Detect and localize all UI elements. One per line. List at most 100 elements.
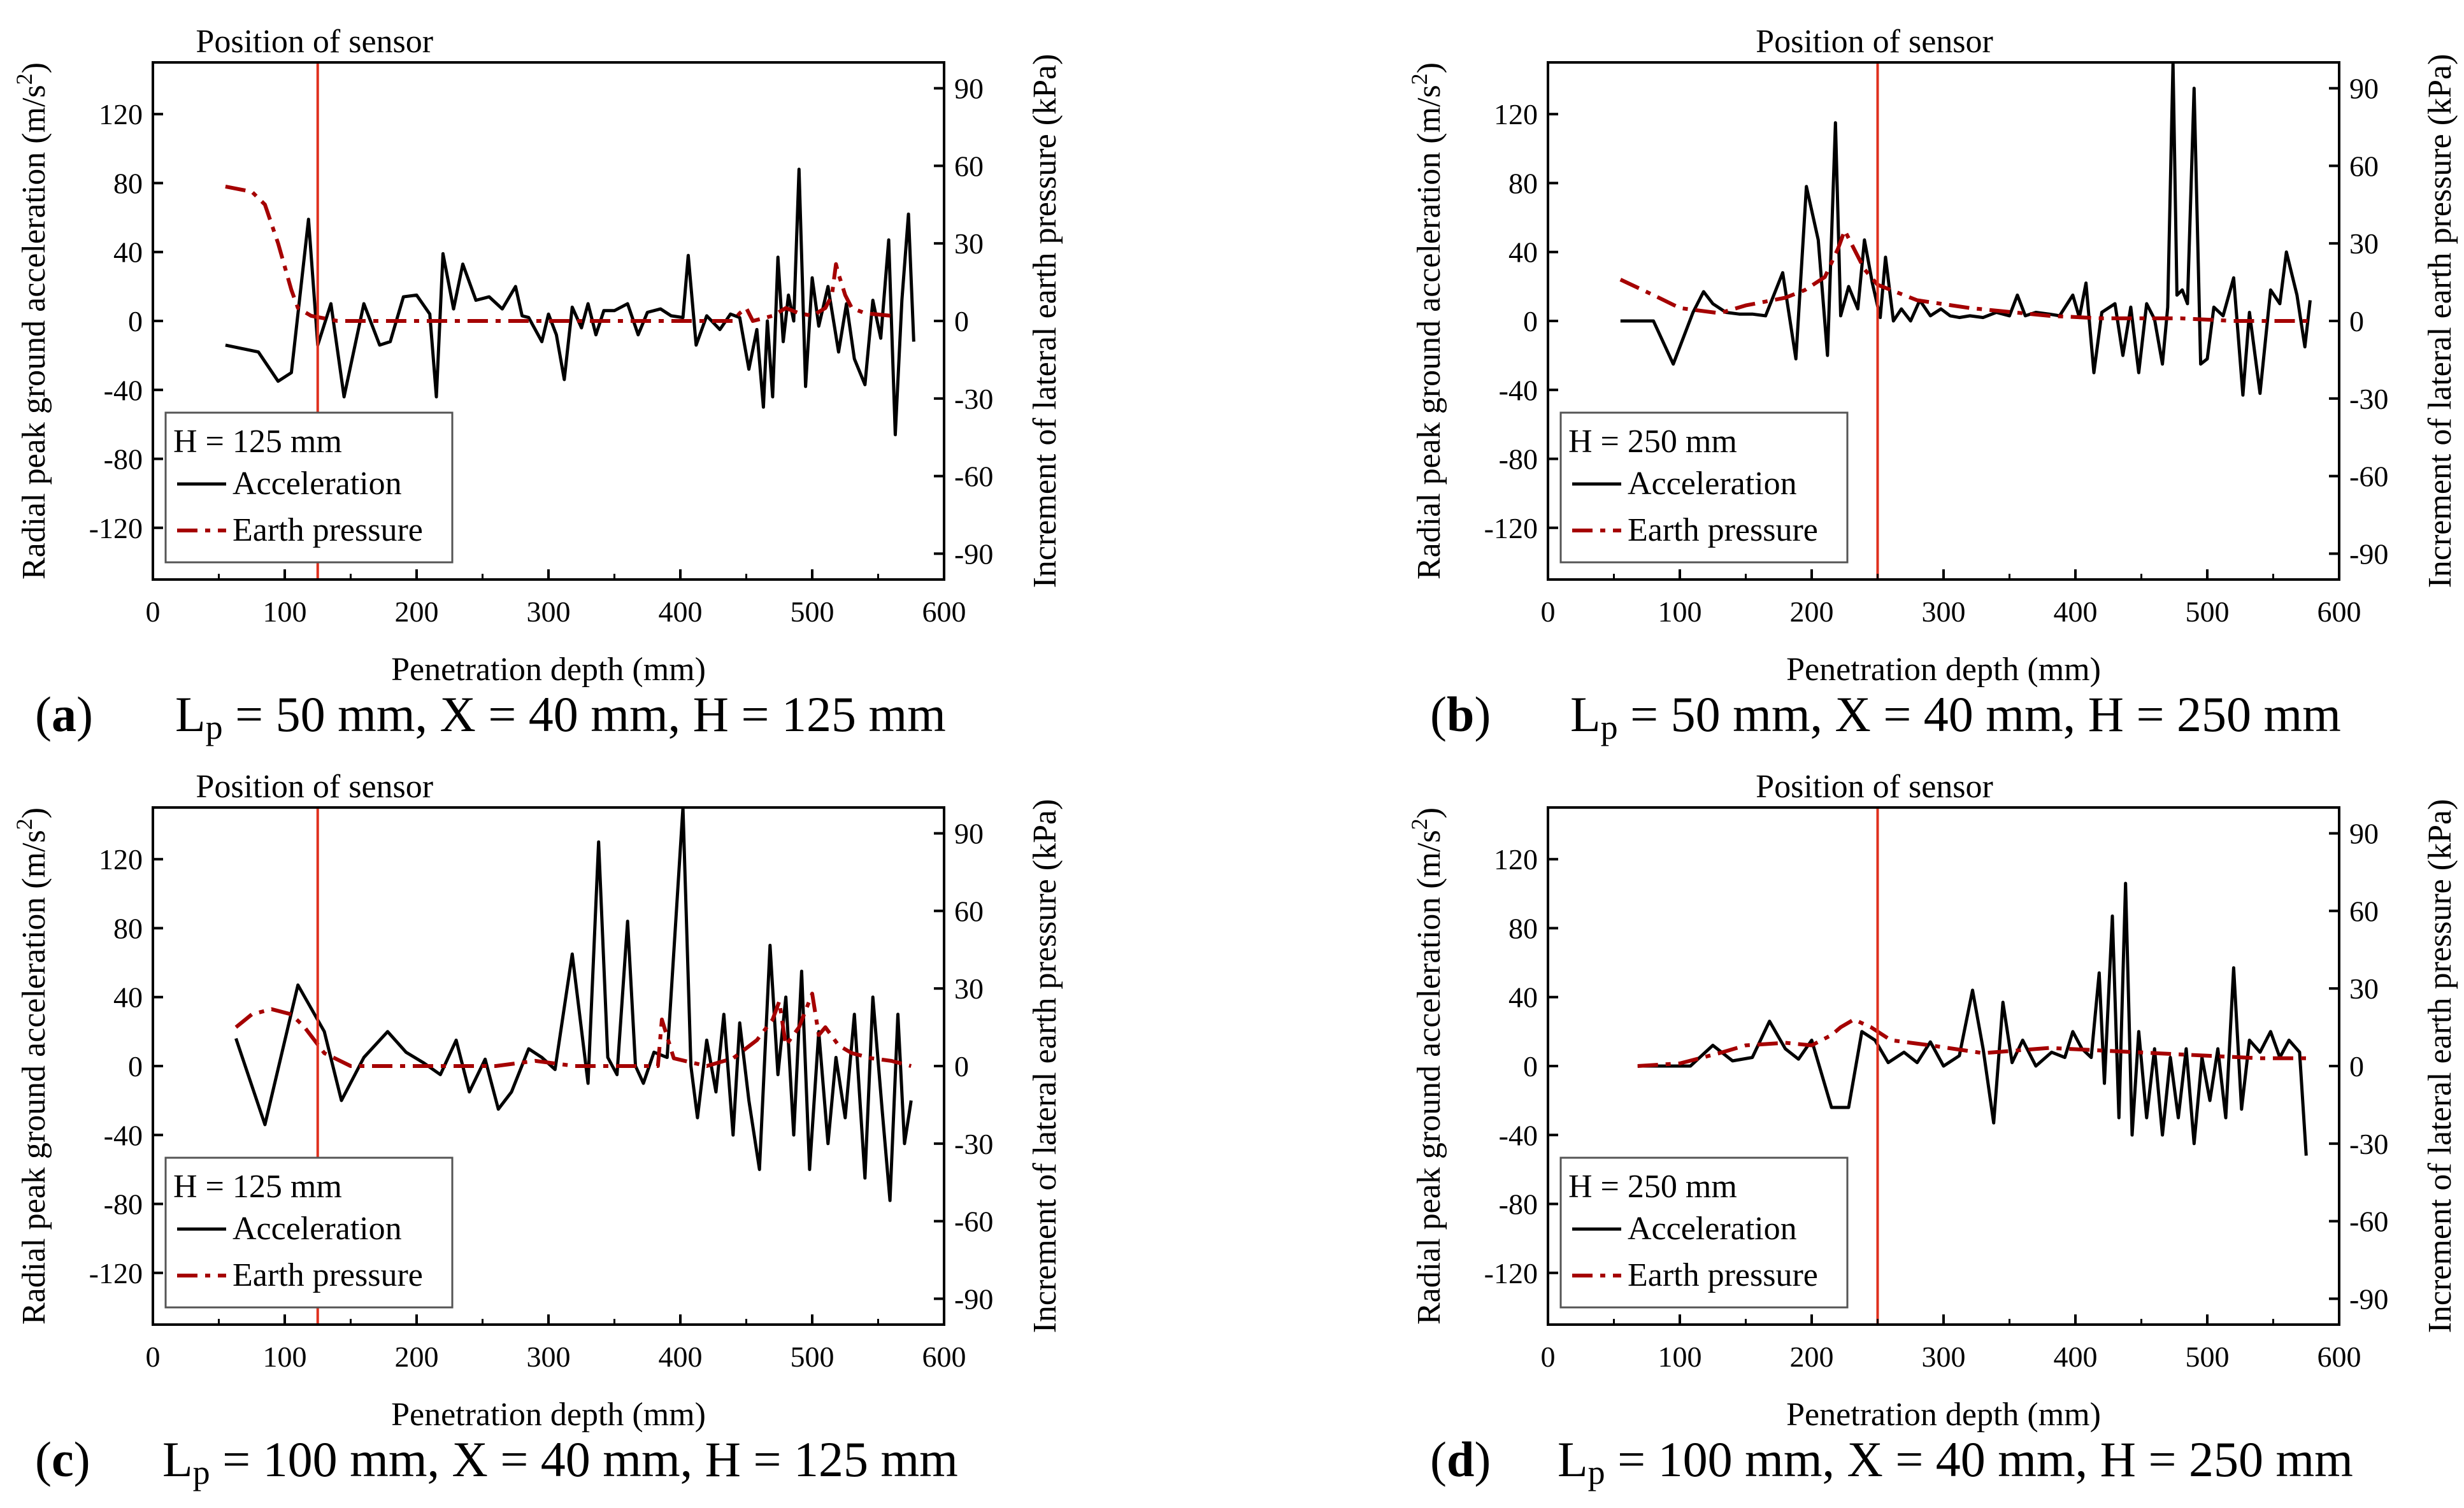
- plot-area: [1637, 881, 2308, 1156]
- x-tick-label: 500: [791, 595, 834, 628]
- y2-axis-label: Increment of lateral earth pressure (kPa…: [1027, 54, 1063, 588]
- caption-rest: = 100 mm, X = 40 mm, H = 250 mm: [1605, 1432, 2353, 1487]
- caption-subscript: p: [1588, 1453, 1605, 1491]
- y2-tick-label: 60: [954, 150, 984, 182]
- y2-tick-label: 30: [2349, 972, 2379, 1005]
- y-tick-label: 0: [128, 305, 143, 338]
- y-axis-label-end: ): [1411, 807, 1447, 818]
- y2-tick-label: 60: [954, 895, 984, 927]
- caption-rest: = 50 mm, X = 40 mm, H = 250 mm: [1618, 686, 2341, 742]
- y-tick-label: 0: [1523, 1050, 1538, 1083]
- x-tick-label: 500: [2186, 1341, 2230, 1373]
- y-axis-label-superscript: 2: [1407, 73, 1432, 85]
- caption-close-paren: ): [76, 686, 93, 742]
- x-tick-label: 400: [659, 595, 703, 628]
- plot-area: [1619, 62, 2312, 397]
- y2-tick-label: -90: [954, 1283, 993, 1315]
- x-tick-label: 400: [2054, 1341, 2098, 1373]
- y-axis-label-end: ): [1411, 62, 1447, 73]
- y-tick-label: -40: [1499, 374, 1538, 406]
- x-tick-label: 200: [395, 1341, 439, 1373]
- y-tick-label: 120: [1494, 843, 1538, 876]
- x-tick-label: 600: [922, 595, 966, 628]
- y-axis-label-main: Radial peak ground acceleration (m/s: [16, 830, 52, 1325]
- caption-close-paren: ): [1474, 1432, 1491, 1487]
- y-axis-label: Radial peak ground acceleration (m/s2): [11, 807, 52, 1325]
- legend-title: H = 125 mm: [173, 423, 342, 460]
- x-tick-label: 100: [1658, 595, 1702, 628]
- caption-prefix: L: [1570, 686, 1601, 742]
- legend-series-label: Earth pressure: [1628, 512, 1818, 548]
- legend-series-label: Earth pressure: [1628, 1257, 1818, 1293]
- y-tick-label: 120: [99, 843, 143, 876]
- y-tick-label: -120: [89, 1257, 143, 1290]
- earth-pressure-line: [1637, 1017, 2307, 1068]
- y-tick-label: 80: [1508, 167, 1538, 199]
- caption-subscript: p: [1601, 708, 1618, 746]
- y-axis-label-end: ): [16, 62, 52, 73]
- y2-tick-label: 30: [954, 972, 984, 1005]
- legend-box: [1559, 411, 1849, 564]
- panel-caption: Lp = 100 mm, X = 40 mm, H = 250 mm: [1558, 1432, 2353, 1491]
- sensor-annotation: Position of sensor: [196, 24, 433, 60]
- legend-title: H = 250 mm: [1568, 423, 1737, 460]
- y2-tick-label: 90: [954, 818, 984, 850]
- y-axis-label-superscript: 2: [11, 73, 37, 85]
- y-axis-label-main: Radial peak ground acceleration (m/s: [1411, 830, 1447, 1325]
- x-tick-label: 200: [395, 595, 439, 628]
- x-tick-label: 300: [1922, 595, 1966, 628]
- caption-letter: c: [52, 1432, 74, 1487]
- y-tick-label: -40: [104, 1119, 143, 1151]
- y-tick-label: -120: [1484, 1257, 1538, 1290]
- legend-series-label: Acceleration: [233, 466, 402, 502]
- x-tick-label: 0: [146, 1341, 161, 1373]
- x-tick-label: 600: [2317, 595, 2361, 628]
- y-axis-label-superscript: 2: [11, 818, 37, 830]
- legend-series-label: Earth pressure: [233, 512, 423, 548]
- x-axis-label: Penetration depth (mm): [1786, 1397, 2101, 1433]
- y2-tick-label: 0: [954, 1050, 969, 1083]
- x-tick-label: 100: [1658, 1341, 1702, 1373]
- x-tick-label: 100: [263, 595, 307, 628]
- panel-caption-letter: (c): [35, 1432, 90, 1487]
- legend-title: H = 250 mm: [1568, 1169, 1737, 1205]
- caption-open-paren: (: [1430, 1432, 1447, 1487]
- panel-caption-letter: (d): [1430, 1432, 1491, 1487]
- sensor-annotation: Position of sensor: [196, 769, 433, 805]
- y2-tick-label: -60: [954, 460, 993, 493]
- y-tick-label: 40: [1508, 236, 1538, 269]
- y2-tick-label: -30: [954, 383, 993, 415]
- y2-tick-label: 0: [954, 305, 969, 338]
- caption-subscript: p: [193, 1453, 210, 1491]
- caption-prefix: L: [1558, 1432, 1588, 1487]
- y-tick-label: -80: [104, 1188, 143, 1221]
- y-tick-label: 40: [1508, 981, 1538, 1014]
- chart-panel-c: 0 100 200 300 400 500 600-120-80-4004080120-90…: [11, 769, 1063, 1491]
- y-tick-label: 40: [113, 236, 143, 269]
- legend: H = 125 mm Acceleration Earth pressure: [164, 1156, 454, 1309]
- legend-series-label: Acceleration: [1628, 466, 1797, 502]
- x-tick-label: 0: [146, 595, 161, 628]
- x-axis-label: Penetration depth (mm): [1786, 651, 2101, 688]
- y2-tick-label: -90: [2349, 1283, 2388, 1315]
- y-tick-label: 80: [113, 167, 143, 199]
- caption-close-paren: ): [74, 1432, 90, 1487]
- y-tick-label: 40: [113, 981, 143, 1014]
- y-tick-label: -120: [1484, 512, 1538, 544]
- y-axis-label: Radial peak ground acceleration (m/s2): [1407, 62, 1447, 580]
- y-tick-label: -80: [1499, 1188, 1538, 1221]
- y-axis-label: Radial peak ground acceleration (m/s2): [1407, 807, 1447, 1325]
- y-tick-label: 120: [99, 98, 143, 131]
- chart-panel-b: 0 100 200 300 400 500 600-120-80-4004080120-90…: [1407, 24, 2458, 746]
- panel-caption: Lp = 50 mm, X = 40 mm, H = 250 mm: [1570, 686, 2341, 746]
- y-axis-label-main: Radial peak ground acceleration (m/s: [16, 85, 52, 580]
- legend: H = 250 mm Acceleration Earth pressure: [1559, 411, 1849, 564]
- x-tick-label: 600: [922, 1341, 966, 1373]
- panel-caption-letter: (b): [1430, 686, 1491, 742]
- caption-close-paren: ): [1474, 686, 1491, 742]
- caption-letter: d: [1447, 1432, 1474, 1487]
- y2-tick-label: 90: [2349, 73, 2379, 105]
- x-tick-label: 400: [659, 1341, 703, 1373]
- x-tick-label: 500: [2186, 595, 2230, 628]
- y2-tick-label: -30: [954, 1128, 993, 1160]
